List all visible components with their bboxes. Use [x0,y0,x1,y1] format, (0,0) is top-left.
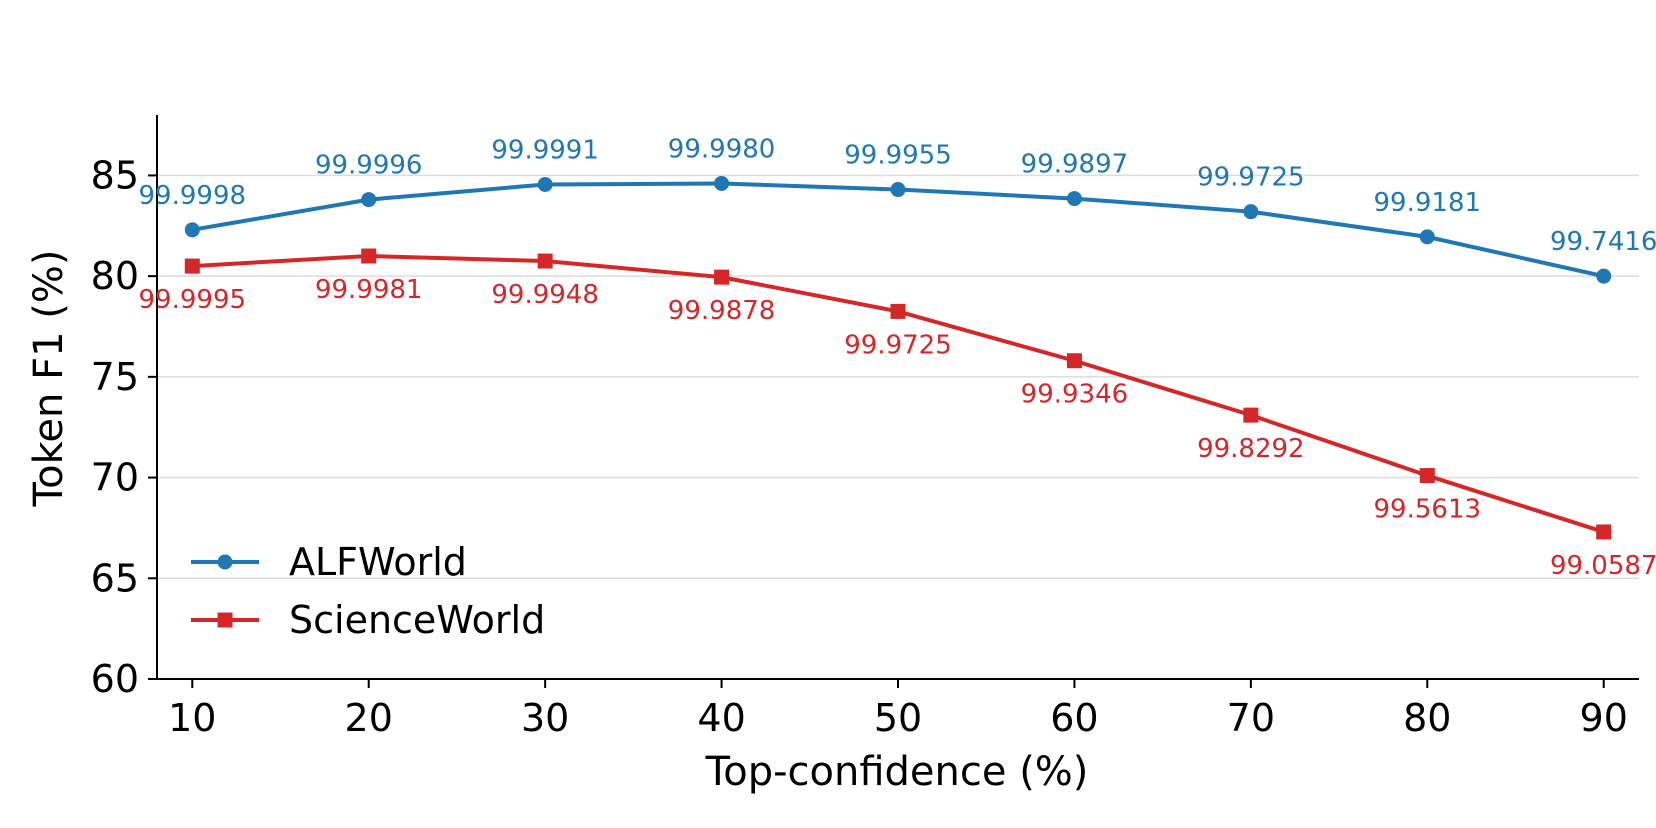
gridlines [157,174,1639,580]
legend: ALFWorld ScienceWorld [191,540,545,642]
x-tick-label: 80 [1403,696,1451,740]
y-tick-label: 85 [91,153,139,197]
data-label-alfworld: 99.9955 [844,141,952,171]
x-tick-label: 20 [345,696,393,740]
data-point-scienceworld [890,303,906,319]
x-tick-label: 60 [1050,696,1098,740]
data-point-scienceworld [537,253,553,269]
series [184,175,1612,540]
data-label-alfworld: 99.7416 [1550,227,1656,257]
data-point-scienceworld [1419,468,1435,484]
data-point-alfworld [1066,191,1082,207]
legend-item-alfworld: ALFWorld [191,540,467,584]
legend-label: ALFWorld [289,540,467,584]
data-label-scienceworld: 99.8292 [1197,434,1305,464]
data-point-scienceworld [714,269,730,285]
data-label-alfworld: 99.9897 [1021,150,1129,180]
data-point-alfworld [1243,204,1259,220]
x-tick-label: 10 [168,696,216,740]
data-label-scienceworld: 99.5613 [1374,495,1482,525]
x-tick-label: 50 [874,696,922,740]
data-point-alfworld [714,175,730,191]
data-labels: 99.9998 99.9996 99.9991 99.9980 99.9955 99.98… [139,134,1656,580]
data-point-alfworld [537,176,553,192]
y-tick-label: 70 [91,456,139,500]
legend-marker [217,612,233,628]
data-point-scienceworld [184,258,200,274]
data-label-scienceworld: 99.9346 [1021,380,1129,410]
x-tick-label: 90 [1580,696,1628,740]
data-label-alfworld: 99.9181 [1374,188,1482,218]
legend-marker [217,554,233,570]
y-tick-label: 75 [91,355,139,399]
legend-label: ScienceWorld [289,598,545,642]
data-point-scienceworld [361,248,377,264]
data-label-alfworld: 99.9725 [1197,163,1305,193]
x-tick-label: 40 [697,696,745,740]
tick-labels: 60 65 70 75 80 85 10 20 30 40 50 60 70 80 90 [91,153,1628,740]
data-label-alfworld: 99.9980 [668,134,776,164]
data-label-scienceworld: 99.0587 [1550,551,1656,581]
data-point-alfworld [1596,268,1612,284]
data-point-alfworld [890,182,906,198]
y-tick-label: 60 [91,657,139,701]
data-label-alfworld: 99.9996 [315,151,423,181]
data-point-scienceworld [1243,407,1259,423]
x-tick-label: 70 [1227,696,1275,740]
data-label-alfworld: 99.9991 [491,135,599,165]
data-label-scienceworld: 99.9725 [844,330,952,360]
axes [148,115,1639,688]
data-point-alfworld [1419,229,1435,245]
y-tick-label: 65 [91,556,139,600]
data-label-scienceworld: 99.9948 [491,280,599,310]
y-tick-label: 80 [91,254,139,298]
data-point-alfworld [184,222,200,238]
x-axis-title: Top-confidence (%) [705,749,1089,795]
data-label-scienceworld: 99.9878 [668,296,776,326]
data-point-scienceworld [1596,524,1612,540]
data-point-alfworld [361,192,377,208]
legend-item-scienceworld: ScienceWorld [191,598,545,642]
data-label-alfworld: 99.9998 [139,181,247,211]
y-axis-title: Token F1 (%) [26,250,72,508]
data-label-scienceworld: 99.9981 [315,275,423,305]
data-point-scienceworld [1066,353,1082,369]
x-tick-label: 30 [521,696,569,740]
data-label-scienceworld: 99.9995 [139,285,247,315]
